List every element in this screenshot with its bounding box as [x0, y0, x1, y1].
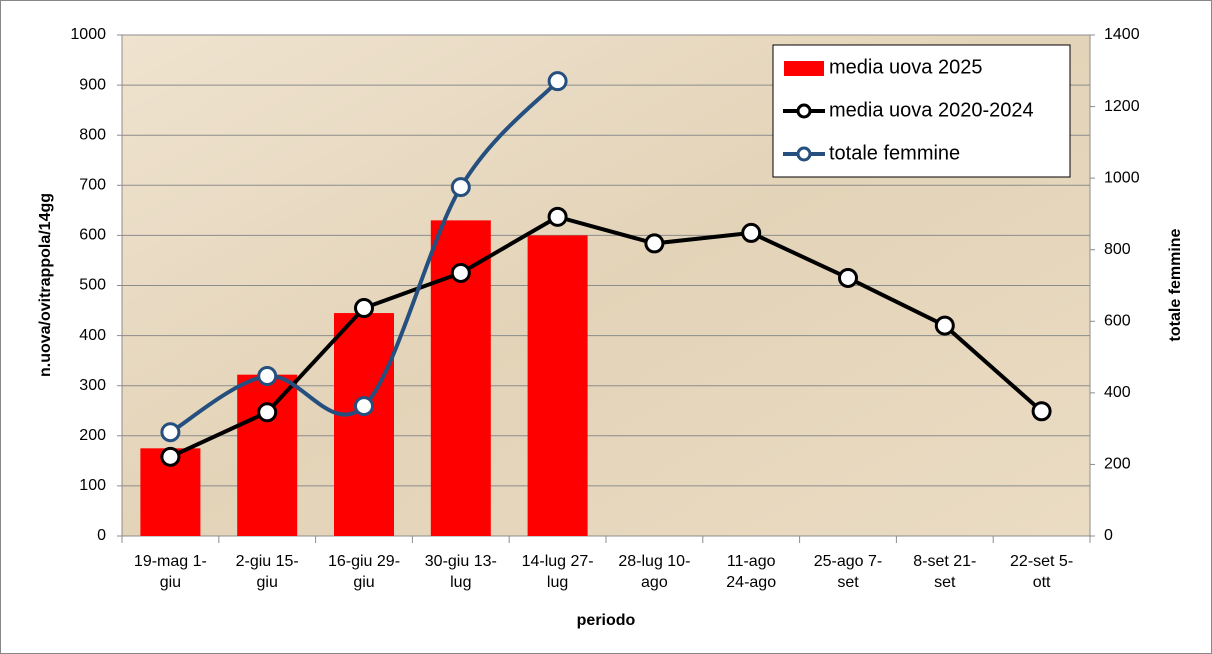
y2-tick-label: 600	[1104, 313, 1131, 330]
point	[547, 71, 568, 92]
legend-label: media uova 2025	[829, 56, 982, 78]
y-tick-label: 200	[79, 427, 106, 444]
bar	[237, 374, 298, 536]
x-tick-label: 28-lug 10-ago	[618, 553, 691, 591]
line	[169, 214, 1043, 459]
legend-label: totale femmine	[829, 142, 960, 164]
y-tick-label: 500	[79, 277, 106, 294]
y2-tick-label: 800	[1104, 241, 1131, 258]
point	[160, 446, 181, 467]
y-tick-label: 600	[79, 227, 106, 244]
y-tick-label: 1000	[70, 26, 106, 43]
point	[257, 366, 278, 387]
x-tick-label: 22-set 5-ott	[1010, 553, 1074, 591]
y-tick-label: 100	[79, 477, 106, 494]
bar	[527, 235, 588, 536]
x-tick-label: 8-set 21-set	[913, 553, 977, 591]
y2-tick-label: 200	[1104, 456, 1131, 473]
point	[450, 177, 471, 198]
legend-swatch	[784, 61, 824, 76]
y-tick-label: 800	[79, 126, 106, 143]
y2-tick-label: 0	[1104, 527, 1113, 544]
y-tick-label: 0	[97, 527, 106, 544]
point	[934, 315, 955, 336]
point	[450, 262, 471, 283]
point	[741, 222, 762, 243]
y-axis-title: n.uova/ovitrappola/14gg	[37, 193, 54, 377]
x-tick-label: 30-giu 13-lug	[424, 553, 497, 591]
x-tick-label: 19-mag 1-giu	[133, 553, 207, 591]
x-tick-label: 2-giu 15-giu	[235, 553, 299, 591]
point	[160, 422, 181, 443]
y-tick-label: 300	[79, 377, 106, 394]
x-tick-label: 11-ago 24-ago	[726, 553, 777, 591]
line	[169, 79, 560, 434]
point	[257, 402, 278, 423]
x-tick-label: 25-ago 7-set	[813, 553, 883, 591]
point	[547, 206, 568, 227]
point	[838, 267, 858, 288]
legend-swatch	[796, 103, 812, 119]
x-axis-title: periodo	[577, 612, 636, 629]
y2-tick-label: 1200	[1104, 98, 1140, 115]
point	[354, 298, 374, 319]
y-tick-label: 400	[79, 327, 106, 344]
legend-label: media uova 2020-2024	[829, 99, 1034, 121]
legend-swatch	[796, 146, 812, 162]
y2-tick-label: 400	[1104, 384, 1131, 401]
x-tick-label: 14-lug 27-lug	[521, 553, 594, 591]
y2-axis-title: totale femmine	[1167, 228, 1184, 341]
point	[1031, 401, 1052, 422]
y2-tick-label: 1400	[1104, 26, 1140, 43]
y-tick-label: 900	[79, 76, 106, 93]
x-tick-label: 16-giu 29-giu	[327, 553, 401, 591]
y2-tick-label: 1000	[1104, 169, 1140, 186]
point	[644, 233, 665, 254]
y-tick-label: 700	[79, 177, 106, 194]
point	[354, 396, 374, 417]
bar	[334, 313, 394, 536]
